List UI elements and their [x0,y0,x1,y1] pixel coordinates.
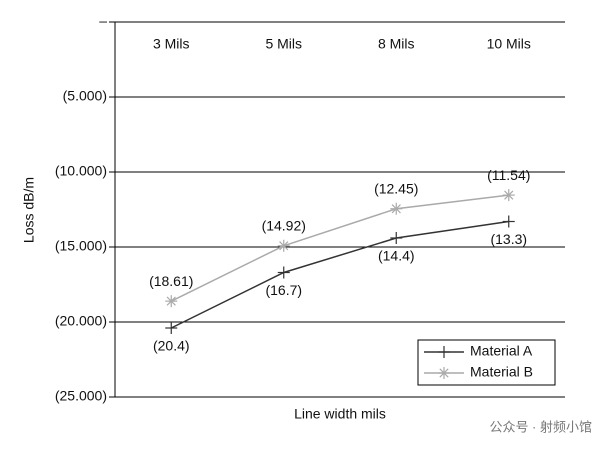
marker [277,266,290,279]
marker [390,232,403,244]
data-label: (14.92) [262,218,306,234]
marker [165,322,178,334]
marker [438,367,450,379]
data-label: (13.3) [490,231,527,247]
marker-stroke [391,204,401,214]
marker [277,239,290,252]
data-label: (14.4) [378,248,415,264]
x-axis-title: Line width mils [294,406,386,422]
x-tick-label: 3 Mils [153,36,190,52]
y-tick-label: – [99,13,107,29]
marker [165,295,178,308]
data-label: (12.45) [374,180,418,196]
y-tick-label: (5.000) [63,88,107,104]
marker [438,346,450,358]
y-tick-label: (25.000) [55,388,107,404]
data-label: (11.54) [487,167,530,183]
data-label: (20.4) [153,338,190,354]
data-label: (18.61) [149,273,193,289]
series-line [170,220,509,329]
watermark: 公众号 · 射频小馆 [489,419,592,434]
legend-label: Material B [470,364,533,380]
marker-stroke [166,296,176,306]
x-tick-label: 5 Mils [265,36,302,52]
data-label: (16.7) [265,282,302,298]
legend-box [417,339,556,386]
marker-stroke [439,368,449,378]
marker-stroke [279,241,289,251]
series-line [170,194,509,302]
y-tick-label: (15.000) [55,238,107,254]
x-tick-label: 10 Mils [487,36,531,52]
x-tick-label: 8 Mils [378,36,415,52]
marker [502,215,515,228]
legend-label: Material A [470,343,533,359]
y-axis-title: Loss dB/m [21,177,37,243]
y-tick-label: (10.000) [55,163,107,179]
marker [502,189,515,202]
y-tick-label: (20.000) [55,313,107,329]
marker-stroke [504,190,514,200]
marker [390,202,403,215]
